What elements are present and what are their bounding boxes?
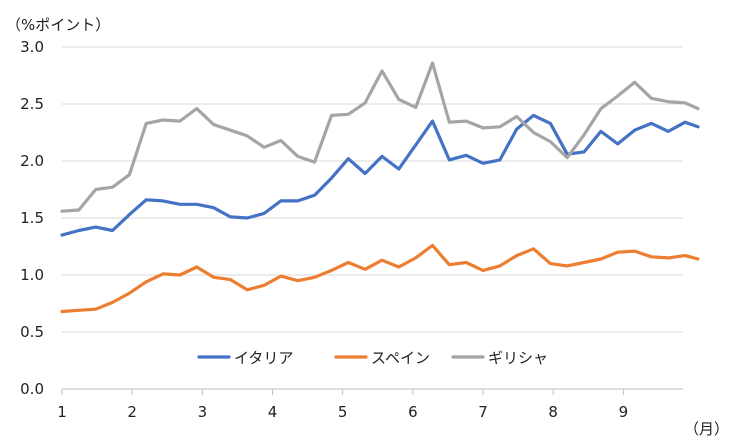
y-tick-label: 3.0 (20, 38, 44, 56)
y-tick-label: 1.0 (20, 266, 44, 284)
legend-label: ギリシャ (488, 349, 548, 367)
series-lines (60, 61, 700, 314)
legend-label: イタリア (234, 349, 293, 367)
series-line-1 (60, 113, 700, 237)
x-tick-label: 5 (338, 403, 348, 421)
x-tick-label: 8 (548, 403, 558, 421)
x-tick-label: 3 (198, 403, 208, 421)
y-axis-ticks: 0.0 0.5 1.0 1.5 2.0 2.5 3.0 (20, 38, 44, 398)
y-tick-label: 0.0 (20, 380, 44, 398)
x-axis-unit-label: （月） (684, 420, 729, 438)
series-line-3 (60, 61, 700, 213)
y-axis-unit-label: （%ポイント） (6, 16, 110, 34)
x-axis-ticks: 1 2 3 4 5 6 7 8 9 (57, 389, 628, 421)
y-tick-label: 2.5 (20, 95, 44, 113)
x-tick-label: 4 (268, 403, 278, 421)
y-tick-label: 1.5 (20, 209, 44, 227)
x-tick-label: 2 (127, 403, 137, 421)
series-line-2 (60, 243, 700, 314)
x-tick-label: 9 (619, 403, 629, 421)
legend-label: スペイン (371, 349, 430, 367)
x-tick-label: 7 (478, 403, 488, 421)
y-tick-label: 0.5 (20, 323, 44, 341)
legend: イタリア スペイン ギリシャ (197, 349, 548, 367)
y-tick-label: 2.0 (20, 152, 44, 170)
x-tick-label: 6 (408, 403, 418, 421)
x-tick-label: 1 (57, 403, 67, 421)
